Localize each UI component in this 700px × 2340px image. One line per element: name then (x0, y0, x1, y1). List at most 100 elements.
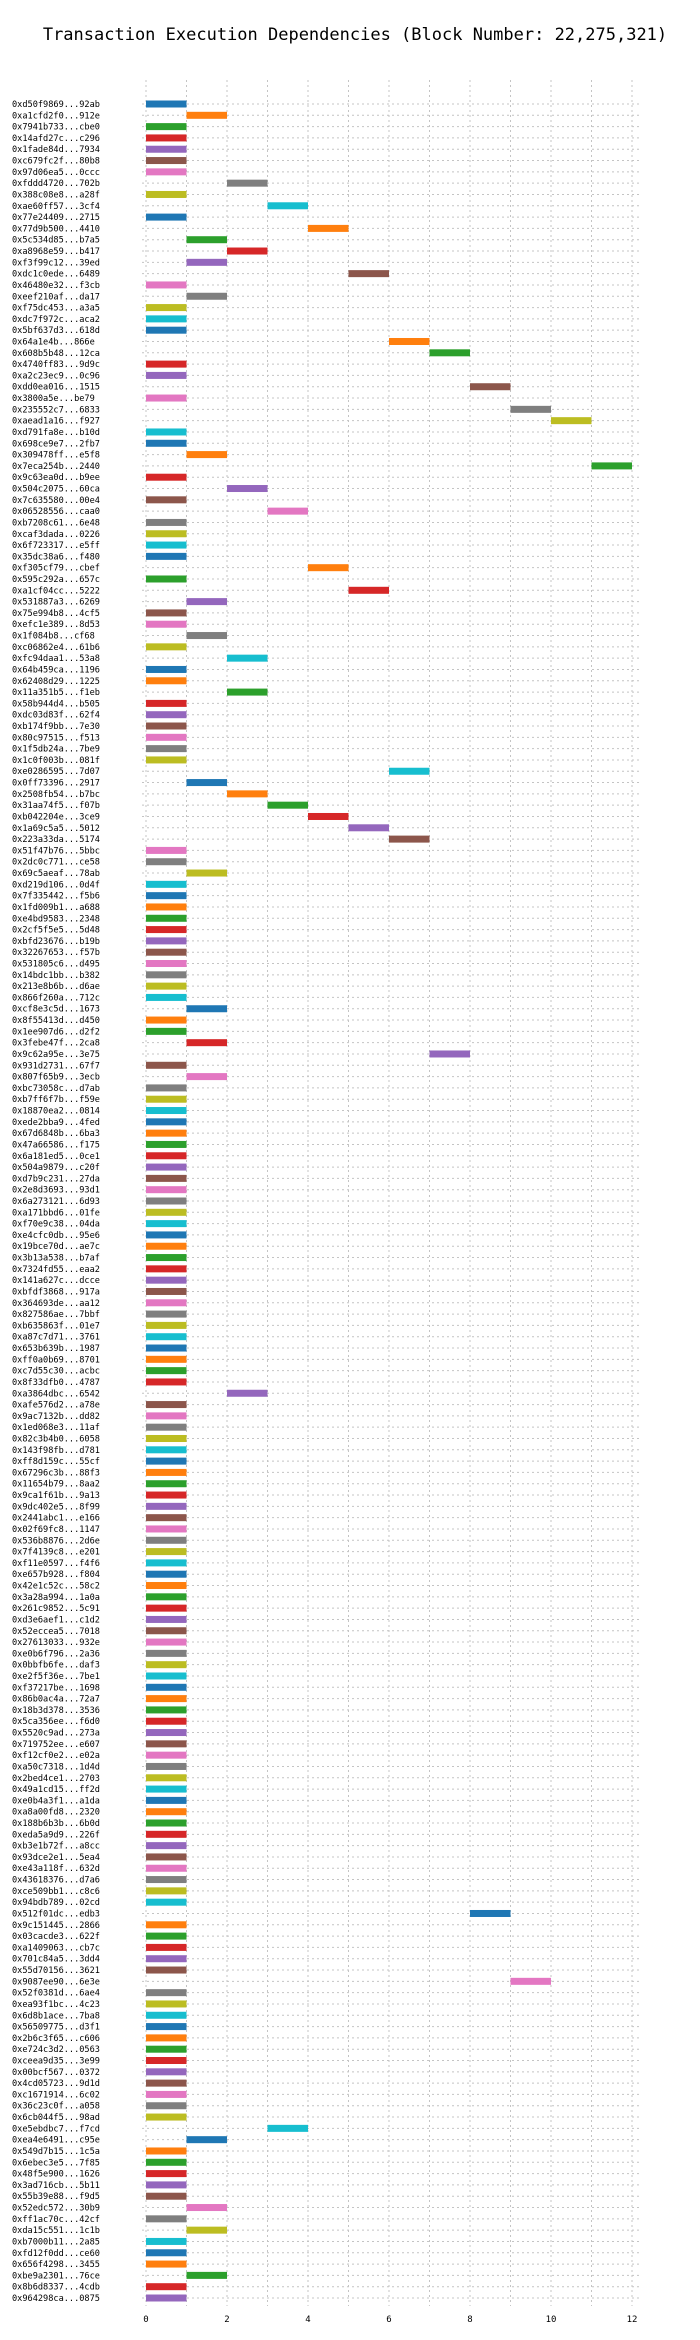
transaction-bar (308, 812, 349, 820)
transaction-bar (146, 1208, 187, 1216)
transaction-bar (146, 1706, 187, 1714)
transaction-label: 0x188b6b3b...6b0d (12, 1819, 100, 1829)
transaction-label: 0x03cacde3...622f (12, 1932, 100, 1942)
transaction-label: 0x2508fb54...b7bc (12, 790, 100, 800)
x-tick-label: 8 (467, 2315, 472, 2325)
transaction-bar (146, 1378, 187, 1386)
transaction-bar (146, 960, 187, 968)
transaction-bar (146, 982, 187, 990)
transaction-bar (146, 530, 187, 538)
transaction-label: 0xae60ff57...3cf4 (12, 202, 100, 212)
transaction-label: 0x7c635580...00e4 (12, 496, 100, 506)
transaction-bar (146, 1887, 187, 1895)
transaction-label: 0xcf8e3c5d...1673 (12, 1005, 100, 1015)
transaction-bar (146, 892, 187, 900)
transaction-bar (146, 1762, 187, 1770)
transaction-bar (551, 417, 592, 425)
transaction-bar (146, 2215, 187, 2223)
transaction-label: 0xc7d55c30...acbc (12, 1367, 100, 1377)
transaction-label: 0x2b6c3f65...c606 (12, 2034, 100, 2044)
transaction-label: 0x6f723317...e5ff (12, 541, 100, 551)
transaction-label: 0x595c292a...657c (12, 575, 100, 585)
transaction-label: 0x1fade84d...7934 (12, 145, 100, 155)
transaction-bar (389, 767, 430, 775)
transaction-label: 0x93dce2e1...5ea4 (12, 1853, 100, 1863)
transaction-bar (146, 1661, 187, 1669)
transaction-bar (146, 665, 187, 673)
transaction-bar (227, 485, 268, 493)
transaction-bar (146, 1446, 187, 1454)
transaction-label: 0xdd0ea016...1515 (12, 383, 100, 393)
transaction-label: 0x64b459ca...1196 (12, 665, 100, 675)
transaction-bar (146, 315, 187, 323)
transaction-bar (267, 801, 308, 809)
transaction-label: 0x701c84a5...3dd4 (12, 1955, 100, 1965)
transaction-bar (146, 677, 187, 685)
transaction-label: 0xb174f9bb...7e30 (12, 722, 100, 732)
transaction-label: 0xea4e6491...c95e (12, 2136, 100, 2146)
transaction-bar (146, 620, 187, 628)
transaction-bar (186, 2136, 227, 2144)
transaction-bar (186, 632, 227, 640)
transaction-label: 0x807f65b9...3ecb (12, 1073, 100, 1083)
transaction-label: 0xf12cf0e2...e02a (12, 1751, 100, 1761)
transaction-label: 0x143f98fb...d781 (12, 1446, 100, 1456)
transaction-bar (186, 292, 227, 300)
transaction-label: 0xf3f99c12...39ed (12, 258, 100, 268)
transaction-label: 0x31aa74f5...f07b (12, 801, 100, 811)
transaction-label: 0xe0286595...7d07 (12, 767, 100, 777)
transaction-label: 0x2cf5f5e5...5d48 (12, 926, 100, 936)
transaction-bar (146, 190, 187, 198)
transaction-bar (146, 1740, 187, 1748)
transaction-label: 0xafe576d2...a78e (12, 1401, 100, 1411)
transaction-label: 0xb635863f...01e7 (12, 1321, 100, 1331)
transaction-bar (146, 145, 187, 153)
transaction-label: 0x7eca254b...2440 (12, 462, 100, 472)
transaction-label: 0x5520c9ad...273a (12, 1729, 100, 1739)
transaction-bars (146, 100, 632, 2302)
transaction-label: 0x62408d29...1225 (12, 677, 100, 687)
transaction-bar (146, 643, 187, 651)
transaction-bar (146, 1593, 187, 1601)
transaction-label: 0xdc1c0ede...6489 (12, 270, 100, 280)
x-tick-label: 0 (143, 2315, 148, 2325)
transaction-label: 0x9dc402e5...8f99 (12, 1502, 100, 1512)
transaction-bar (146, 1943, 187, 1951)
transaction-bar (186, 236, 227, 244)
transaction-label: 0x3ad716cb...5b11 (12, 2181, 100, 2191)
transaction-bar (227, 1389, 268, 1397)
transaction-bar (348, 824, 389, 832)
transaction-label: 0x11654b79...8aa2 (12, 1480, 100, 1490)
transaction-bar (146, 1672, 187, 1680)
transaction-label: 0x964298ca...0875 (12, 2294, 100, 2304)
transaction-label: 0xaead1a16...f927 (12, 417, 100, 427)
transaction-label: 0x67d6848b...6ba3 (12, 1129, 100, 1139)
transaction-label: 0x5bf637d3...618d (12, 326, 100, 336)
transaction-label: 0x1c0f003b...081f (12, 756, 100, 766)
transaction-label: 0xff0a0b69...8701 (12, 1355, 100, 1365)
transaction-bar (146, 2249, 187, 2257)
transaction-label: 0xfddd4720...702b (12, 179, 100, 189)
transaction-label: 0x52f0381d...6ae4 (12, 1989, 100, 1999)
transaction-bar (227, 179, 268, 187)
transaction-label: 0x1f5db24a...7be9 (12, 745, 100, 755)
transaction-label: 0xa171bbd6...01fe (12, 1208, 100, 1218)
transaction-label: 0x3a28a994...1a0a (12, 1593, 100, 1603)
transaction-label: 0x11a351b5...f1eb (12, 688, 100, 698)
transaction-label: 0x364693de...aa12 (12, 1299, 100, 1309)
transaction-bar (146, 2045, 187, 2053)
transaction-bar (146, 518, 187, 526)
transaction-bar (146, 2294, 187, 2302)
transaction-label: 0x549d7b15...1c5a (12, 2147, 100, 2157)
transaction-label: 0x3800a5e...be79 (12, 394, 95, 404)
transaction-bar (267, 202, 308, 210)
transaction-label: 0xc06862e4...61b6 (12, 643, 100, 653)
transaction-label: 0x52eccea5...7018 (12, 1627, 100, 1637)
transaction-label: 0xf11e0597...f4f6 (12, 1559, 100, 1569)
transaction-bar (146, 575, 187, 583)
transaction-label: 0xf70e9c38...04da (12, 1220, 100, 1230)
transaction-bar (146, 745, 187, 753)
horizontal-gridlines (142, 103, 640, 2299)
transaction-bar (146, 903, 187, 911)
